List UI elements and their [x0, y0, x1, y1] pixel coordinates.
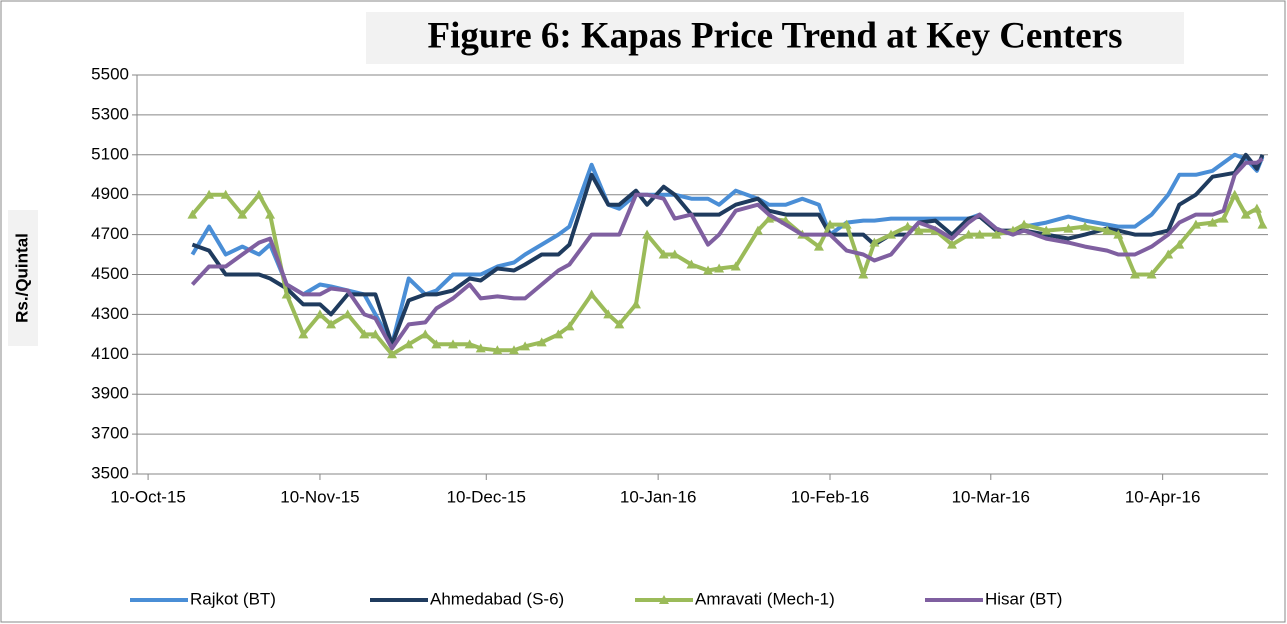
- series-marker: [730, 261, 741, 271]
- series-marker: [669, 249, 680, 259]
- series-marker: [326, 319, 337, 329]
- y-label-background: [8, 210, 38, 346]
- series-marker: [858, 269, 869, 279]
- series-marker: [1019, 219, 1030, 229]
- series-marker: [314, 309, 325, 319]
- series-marker: [902, 221, 913, 231]
- series-marker: [1146, 269, 1157, 279]
- y-tick-label: 3500: [91, 463, 129, 482]
- legend-label: Hisar (BT): [985, 589, 1062, 608]
- series-marker: [1129, 269, 1140, 279]
- series-marker: [387, 349, 398, 359]
- series-marker: [1041, 225, 1052, 235]
- series-marker: [1190, 219, 1201, 229]
- series-marker: [764, 213, 775, 223]
- series-line: [190, 152, 1265, 347]
- y-tick-label: 3900: [91, 384, 129, 403]
- legend-label: Amravati (Mech-1): [695, 589, 835, 608]
- series-marker: [1174, 239, 1185, 249]
- series-marker: [265, 209, 276, 219]
- series-marker: [187, 209, 198, 219]
- x-tick-label: 10-Feb-16: [791, 487, 869, 506]
- series-marker: [431, 339, 442, 349]
- series-marker: [642, 229, 653, 239]
- series-marker: [464, 339, 475, 349]
- x-tick-label: 10-Dec-15: [447, 487, 526, 506]
- series-marker: [869, 237, 880, 247]
- series-marker: [813, 241, 824, 251]
- series-marker: [1257, 219, 1268, 229]
- y-tick-label: 5300: [91, 104, 129, 123]
- series-marker: [281, 289, 292, 299]
- series-marker: [974, 229, 985, 239]
- series-marker: [475, 343, 486, 353]
- series-marker: [703, 265, 714, 275]
- series-marker: [253, 189, 264, 199]
- series-marker: [536, 337, 547, 347]
- y-tick-label: 4900: [91, 184, 129, 203]
- series-marker: [204, 189, 215, 199]
- title-background: [366, 12, 1184, 64]
- legend-label: Ahmedabad (S-6): [430, 589, 564, 608]
- y-tick-label: 3700: [91, 424, 129, 443]
- series-marker: [448, 339, 459, 349]
- series-marker: [1218, 213, 1229, 223]
- series-marker: [913, 225, 924, 235]
- series-marker: [220, 189, 231, 199]
- series-marker: [1240, 209, 1251, 219]
- series-marker: [714, 263, 725, 273]
- series-marker: [1113, 229, 1124, 239]
- series-marker: [420, 329, 431, 339]
- legend-marker: [659, 595, 669, 604]
- series-marker: [630, 299, 641, 309]
- series-marker: [1229, 189, 1240, 199]
- x-tick-label: 10-Nov-15: [280, 487, 359, 506]
- y-tick-label: 5100: [91, 144, 129, 163]
- x-tick-label: 10-Oct-15: [110, 487, 186, 506]
- series-marker: [403, 339, 414, 349]
- series-marker: [946, 239, 957, 249]
- series-marker: [752, 225, 763, 235]
- series-marker: [614, 319, 625, 329]
- series-marker: [509, 345, 519, 355]
- series-marker: [564, 321, 575, 331]
- series-marker: [886, 229, 896, 239]
- y-axis-label: Rs./Quintal: [12, 233, 31, 323]
- y-tick-label: 4500: [91, 264, 129, 283]
- series-marker: [492, 345, 503, 355]
- series-line: [190, 157, 1264, 351]
- series-marker: [237, 209, 248, 219]
- y-tick-label: 4700: [91, 224, 129, 243]
- x-tick-label: 10-Jan-16: [620, 487, 697, 506]
- series-marker: [1163, 249, 1174, 259]
- series-marker: [658, 249, 669, 259]
- y-tick-label: 4300: [91, 304, 129, 323]
- series-marker: [963, 229, 974, 239]
- series-marker: [342, 309, 353, 319]
- x-tick-label: 10-Mar-16: [952, 487, 1030, 506]
- series-marker: [553, 329, 564, 339]
- series-marker: [1102, 225, 1113, 235]
- series-marker: [686, 259, 697, 269]
- legend-label: Rajkot (BT): [190, 589, 276, 608]
- series-marker: [359, 329, 370, 339]
- y-tick-label: 4100: [91, 344, 129, 363]
- series-marker: [1207, 217, 1218, 227]
- series-marker: [603, 309, 614, 319]
- x-tick-label: 10-Apr-16: [1125, 487, 1201, 506]
- series-marker: [841, 219, 852, 229]
- chart-title: Figure 6: Kapas Price Trend at Key Cente…: [427, 15, 1122, 56]
- series-marker: [825, 219, 836, 229]
- y-tick-label: 5500: [91, 64, 129, 83]
- series-marker: [370, 329, 381, 339]
- series-marker: [1251, 203, 1262, 213]
- series-marker: [991, 229, 1002, 239]
- series-marker: [520, 341, 531, 351]
- series-marker: [1063, 223, 1074, 233]
- series-marker: [298, 329, 309, 339]
- series-marker: [1080, 221, 1091, 231]
- series-marker: [586, 289, 597, 299]
